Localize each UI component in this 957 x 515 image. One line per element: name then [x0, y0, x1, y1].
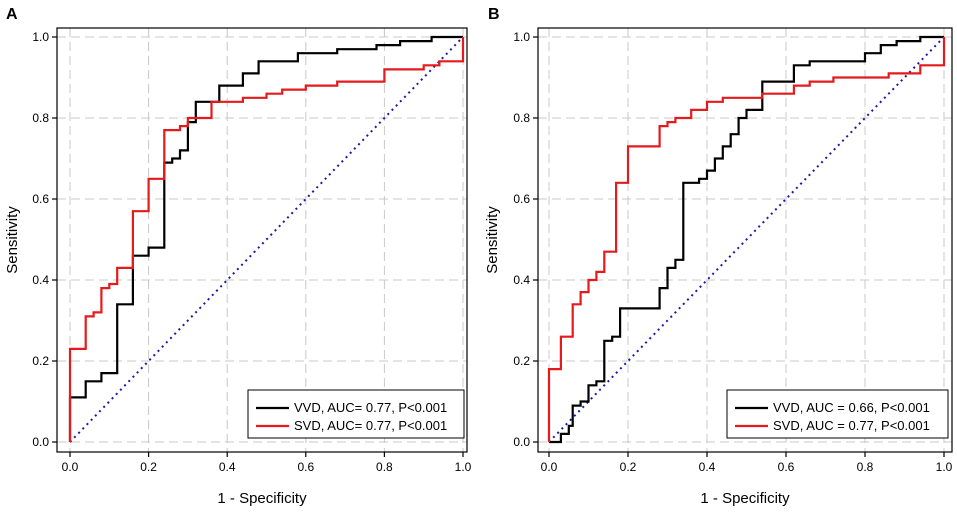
- panel-letter: B: [488, 6, 500, 23]
- x-tick-label: 0.8: [376, 460, 393, 474]
- legend: VVD, AUC = 0.66, P<0.001 SVD, AUC = 0.77…: [726, 389, 949, 439]
- x-tick-label: 0.2: [140, 460, 157, 474]
- y-tick-label: 0.6: [32, 192, 49, 206]
- y-tick-label: 0.4: [32, 273, 49, 287]
- legend-box: [247, 389, 465, 439]
- panel-b: B 0.0 0.0 0.2 0.2 0.4 0.4 0.6 0.6 0.8 0.8 1.0 1.0 1…: [484, 6, 953, 507]
- x-tick-label: 0.4: [219, 460, 236, 474]
- y-tick-label: 0.0: [32, 435, 49, 449]
- plot-frame: [537, 27, 953, 453]
- axis-ticks: 0.0 0.0 0.2 0.2 0.4 0.4 0.6 0.6 0.8 0.8 1.0 1.0: [513, 30, 952, 474]
- y-tick-label: 0.8: [32, 111, 49, 125]
- y-tick-label: 0.2: [513, 354, 530, 368]
- y-tick-label: 1.0: [32, 30, 49, 44]
- chance-diagonal: [69, 36, 464, 443]
- x-tick-label: 0.0: [62, 460, 79, 474]
- axis-ticks: 0.0 0.0 0.2 0.2 0.4 0.4 0.6 0.6 0.8 0.8 1.0 1.0: [32, 30, 471, 474]
- x-tick-label: 0.6: [297, 460, 314, 474]
- x-tick-label: 0.0: [541, 460, 558, 474]
- legend-label-svd: SVD, AUC= 0.77, P<0.001: [294, 418, 447, 433]
- panel-letter: A: [6, 6, 18, 23]
- chance-line: [548, 36, 945, 443]
- y-axis-title: Sensitivity: [4, 206, 21, 274]
- x-tick-label: 1.0: [936, 460, 953, 474]
- gridlines: [538, 28, 952, 452]
- plot-frame: [56, 27, 468, 453]
- roc-curve-vvd: [549, 35, 944, 444]
- x-tick-label: 0.6: [778, 460, 795, 474]
- x-tick-label: 0.8: [857, 460, 874, 474]
- roc-curve-svd: [547, 37, 946, 442]
- legend-label-svd: SVD, AUC = 0.77, P<0.001: [773, 418, 930, 433]
- roc-curve-svd: [68, 37, 465, 442]
- x-tick-label: 0.4: [699, 460, 716, 474]
- x-axis-title: 1 - Specificity: [700, 490, 790, 507]
- roc-curves: [68, 35, 465, 442]
- y-tick-label: 0.4: [513, 273, 530, 287]
- y-tick-label: 0.8: [513, 111, 530, 125]
- x-tick-label: 0.2: [620, 460, 637, 474]
- chance-diagonal: [548, 36, 945, 443]
- y-tick-label: 0.6: [513, 192, 530, 206]
- roc-curves: [547, 35, 946, 444]
- y-tick-label: 0.2: [32, 354, 49, 368]
- chance-line: [69, 36, 464, 443]
- gridlines: [57, 28, 467, 452]
- x-axis-title: 1 - Specificity: [217, 490, 307, 507]
- legend-label-vvd: VVD, AUC= 0.77, P<0.001: [294, 400, 447, 415]
- y-axis-title: Sensitivity: [484, 206, 501, 274]
- y-tick-label: 0.0: [513, 435, 530, 449]
- y-tick-label: 1.0: [513, 30, 530, 44]
- legend-label-vvd: VVD, AUC = 0.66, P<0.001: [773, 400, 930, 415]
- legend-box: [726, 389, 949, 439]
- legend: VVD, AUC= 0.77, P<0.001 SVD, AUC= 0.77, …: [247, 389, 465, 439]
- panel-a: A 0.0 0.0 0.2 0.2 0.4 0.4 0.6 0.6 0.8 0.8 1.0 1.0 1…: [4, 6, 472, 507]
- x-tick-label: 1.0: [455, 460, 472, 474]
